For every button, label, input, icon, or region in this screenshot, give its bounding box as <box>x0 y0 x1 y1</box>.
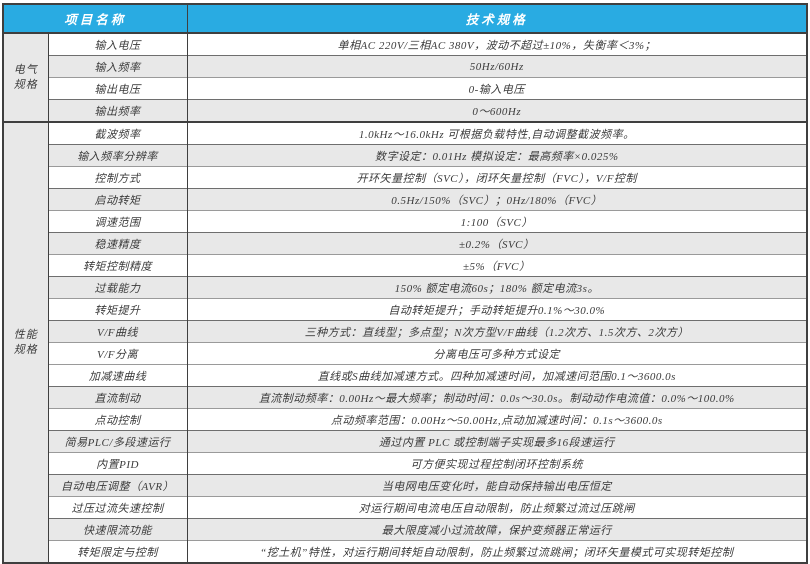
item-name-cell: V/F分离 <box>47 342 188 365</box>
spec-value-cell: 点动频率范围：0.00Hz～50.00Hz,点动加减速时间：0.1s～3600.… <box>186 408 808 431</box>
spec-value-cell: 开环矢量控制（SVC），闭环矢量控制（FVC），V/F控制 <box>186 166 808 189</box>
item-name-cell: 输入频率 <box>47 55 188 78</box>
item-name-cell: 输出频率 <box>47 99 188 122</box>
spec-value-cell: 0-输入电压 <box>186 77 808 100</box>
spec-table-body: 电气 规格 输入电压 单相AC 220V/三相AC 380V，波动不超过±10%，失… <box>2 32 808 563</box>
table-row: 点动控制 点动频率范围：0.00Hz～50.00Hz,点动加减速时间：0.1s～3… <box>3 408 808 431</box>
spec-value-cell: 三种方式：直线型；多点型；N次方型V/F曲线（1.2次方、1.5次方、2次方） <box>186 320 808 343</box>
item-name-cell: 快速限流功能 <box>47 518 188 541</box>
spec-value-cell: “挖土机”特性，对运行期间转矩自动限制，防止频繁过流跳闸；闭环矢量模式可实现转矩… <box>186 540 808 563</box>
spec-value-cell: 可方便实现过程控制闭环控制系统 <box>186 452 808 475</box>
table-row: 自动电压调整（AVR） 当电网电压变化时，能自动保持输出电压恒定 <box>3 474 808 497</box>
header-tech-spec: 技术规格 <box>186 3 808 34</box>
item-name-cell: 输入电压 <box>47 32 188 56</box>
table-row: 启动转矩 0.5Hz/150%（SVC）；0Hz/180%（FVC） <box>3 188 808 211</box>
item-name-cell: 调速范围 <box>47 210 188 233</box>
spec-value-cell: 0.5Hz/150%（SVC）；0Hz/180%（FVC） <box>186 188 808 211</box>
table-row: 输入频率 50Hz/60Hz <box>3 55 808 78</box>
spec-value-cell: 最大限度减小过流故障，保护变频器正常运行 <box>186 518 808 541</box>
table-row: 性能 规格 截波频率 1.0kHz～16.0kHz 可根据负载特性,自动调整截波频率… <box>2 121 808 563</box>
table-row: 转矩限定与控制 “挖土机”特性，对运行期间转矩自动限制，防止频繁过流跳闸；闭环矢量… <box>3 540 808 563</box>
table-row: 输出电压 0-输入电压 <box>3 77 808 100</box>
item-name-cell: 直流制动 <box>47 386 188 409</box>
item-name-cell: 内置PID <box>47 452 188 475</box>
table-row: 过载能力 150% 额定电流60s；180% 额定电流3s。 <box>3 276 808 299</box>
item-name-cell: 简易PLC/多段速运行 <box>47 430 188 453</box>
spec-value-cell: 0～600Hz <box>186 99 808 122</box>
spec-value-cell: 分离电压可多种方式设定 <box>186 342 808 365</box>
item-name-cell: 自动电压调整（AVR） <box>47 474 188 497</box>
spec-value-cell: 单相AC 220V/三相AC 380V，波动不超过±10%，失衡率＜3%； <box>186 32 808 56</box>
table-row: 输入频率分辨率 数字设定：0.01Hz 模拟设定：最高频率×0.025% <box>3 144 808 167</box>
item-name-cell: 稳速精度 <box>47 232 188 255</box>
table-row: 转矩提升 自动转矩提升；手动转矩提升0.1%～30.0% <box>3 298 808 321</box>
spec-value-cell: 对运行期间电流电压自动限制，防止频繁过流过压跳闸 <box>186 496 808 519</box>
table-row: 输出频率 0～600Hz <box>3 99 808 122</box>
item-name-cell: 转矩控制精度 <box>47 254 188 277</box>
table-row: 稳速精度 ±0.2%（SVC） <box>3 232 808 255</box>
table-row: V/F分离 分离电压可多种方式设定 <box>3 342 808 365</box>
table-row: V/F曲线 三种方式：直线型；多点型；N次方型V/F曲线（1.2次方、1.5次方、… <box>3 320 808 343</box>
header-item-name: 项目名称 <box>2 3 188 34</box>
table-row: 加减速曲线 直线或S曲线加减速方式。四种加减速时间，加减速间范围0.1～3600.… <box>3 364 808 387</box>
item-name-cell: V/F曲线 <box>47 320 188 343</box>
item-name-cell: 截波频率 <box>47 121 188 145</box>
spec-value-cell: 1.0kHz～16.0kHz 可根据负载特性,自动调整截波频率。 <box>186 121 808 145</box>
table-row: 电气 规格 输入电压 单相AC 220V/三相AC 380V，波动不超过±10%，失… <box>2 32 808 122</box>
item-name-cell: 转矩提升 <box>47 298 188 321</box>
table-row: 转矩控制精度 ±5%（FVC） <box>3 254 808 277</box>
spec-table-header: 项目名称 技术规格 <box>2 3 808 34</box>
table-row: 直流制动 直流制动频率：0.00Hz～最大频率；制动时间：0.0s～30.0s。制… <box>3 386 808 409</box>
table-row: 内置PID 可方便实现过程控制闭环控制系统 <box>3 452 808 475</box>
table-row: 调速范围 1:100（SVC） <box>3 210 808 233</box>
table-row: 过压过流失速控制 对运行期间电流电压自动限制，防止频繁过流过压跳闸 <box>3 496 808 519</box>
spec-value-cell: 通过内置 PLC 或控制端子实现最多16段速运行 <box>186 430 808 453</box>
table-row: 快速限流功能 最大限度减小过流故障，保护变频器正常运行 <box>3 518 808 541</box>
spec-value-cell: ±0.2%（SVC） <box>186 232 808 255</box>
spec-value-cell: ±5%（FVC） <box>186 254 808 277</box>
spec-value-cell: 当电网电压变化时，能自动保持输出电压恒定 <box>186 474 808 497</box>
spec-value-cell: 数字设定：0.01Hz 模拟设定：最高频率×0.025% <box>186 144 808 167</box>
table-row: 简易PLC/多段速运行 通过内置 PLC 或控制端子实现最多16段速运行 <box>3 430 808 453</box>
spec-table-container: 项目名称 技术规格 电气 规格 输入电压 单相AC 220V/三相AC 380V，波… <box>2 3 808 564</box>
spec-value-cell: 1:100（SVC） <box>186 210 808 233</box>
item-name-cell: 转矩限定与控制 <box>47 540 188 563</box>
spec-value-cell: 直流制动频率：0.00Hz～最大频率；制动时间：0.0s～30.0s。制动动作电… <box>186 386 808 409</box>
spec-value-cell: 50Hz/60Hz <box>186 55 808 78</box>
spec-value-cell: 直线或S曲线加减速方式。四种加减速时间，加减速间范围0.1～3600.0s <box>186 364 808 387</box>
item-name-cell: 启动转矩 <box>47 188 188 211</box>
item-name-cell: 控制方式 <box>47 166 188 189</box>
spec-value-cell: 自动转矩提升；手动转矩提升0.1%～30.0% <box>186 298 808 321</box>
item-name-cell: 输出电压 <box>47 77 188 100</box>
item-name-cell: 过载能力 <box>47 276 188 299</box>
item-name-cell: 点动控制 <box>47 408 188 431</box>
spec-value-cell: 150% 额定电流60s；180% 额定电流3s。 <box>186 276 808 299</box>
group-label: 电气 规格 <box>2 32 49 122</box>
group-label: 性能 规格 <box>2 121 49 563</box>
spec-table: 项目名称 技术规格 电气 规格 输入电压 单相AC 220V/三相AC 380V，波… <box>2 3 808 564</box>
item-name-cell: 加减速曲线 <box>47 364 188 387</box>
table-row: 控制方式 开环矢量控制（SVC），闭环矢量控制（FVC），V/F控制 <box>3 166 808 189</box>
item-name-cell: 输入频率分辨率 <box>47 144 188 167</box>
item-name-cell: 过压过流失速控制 <box>47 496 188 519</box>
